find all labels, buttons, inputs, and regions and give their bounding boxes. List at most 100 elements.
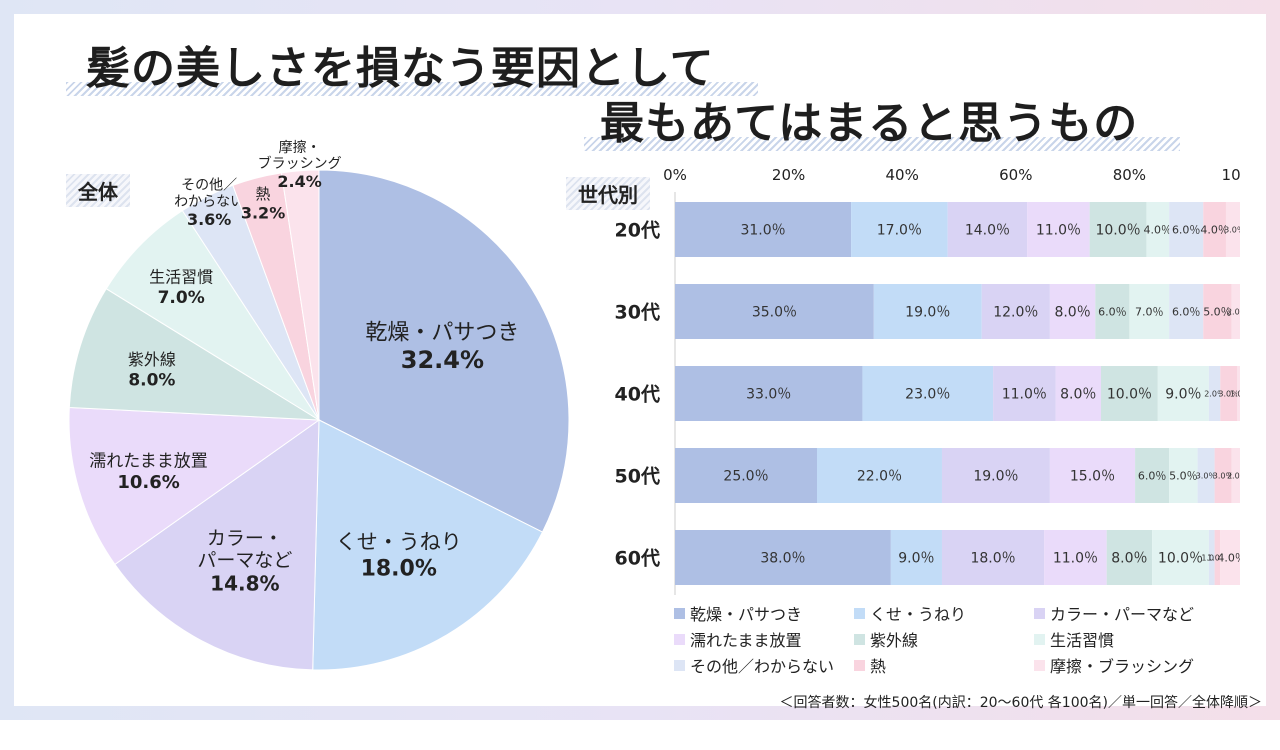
- legend-item-9: 摩擦・ブラッシング: [1034, 654, 1214, 676]
- bar-segment-r1-s1: [675, 202, 852, 257]
- category-label-2: 30代: [615, 302, 660, 324]
- bar-value-r4-s2: 22.0％: [857, 468, 902, 484]
- bar-value-r5-s5: 8.0％: [1111, 550, 1147, 566]
- bar-legend: 乾燥・パサつき くせ・うねり カラー・パーマなど 濡れたまま放置 紫外線 生活習慣 その他／…: [674, 602, 1214, 676]
- footnote: ＜回答者数：女性500名(内訳：20～60代 各100名)／単一回答／全体降順＞: [779, 695, 1262, 711]
- legend-label: 乾燥・パサつき: [690, 605, 803, 624]
- legend-swatch: [1034, 633, 1045, 645]
- legend-item-2: くせ・うねり: [854, 602, 1034, 624]
- legend-item-6: 生活習慣: [1034, 628, 1214, 650]
- bar-segment-r2-s7: [1169, 284, 1204, 339]
- bar-segment-r3-s8: [1220, 366, 1238, 421]
- legend-swatch: [1034, 607, 1045, 619]
- legend-label: カラー・パーマなど: [1050, 605, 1195, 624]
- bar-value-r2-s8: 5.0％: [1203, 305, 1232, 318]
- legend-label: 熱: [870, 657, 887, 676]
- bar-value-r1-s1: 31.0％: [740, 222, 785, 238]
- legend-label: その他／わからない: [690, 657, 835, 676]
- pie-section-label: 全体: [66, 174, 130, 207]
- bar-value-r5-s3: 18.0％: [970, 550, 1015, 566]
- bar-segment-r2-s9: [1231, 284, 1240, 339]
- bar-segment-r1-s3: [947, 202, 1028, 257]
- bar-segment-r5-s6: [1152, 530, 1209, 585]
- x-tick-3: 60%: [999, 166, 1032, 184]
- bar-value-r1-s2: 17.0％: [877, 222, 922, 238]
- page-title-line1: 髪の美しさを損なう要因として: [86, 43, 715, 94]
- category-label-5: 60代: [615, 548, 660, 570]
- bar-section-label: 世代別: [566, 177, 650, 210]
- bar-segment-r2-s6: [1129, 284, 1170, 339]
- bar-segment-r5-s4: [1044, 530, 1107, 585]
- bar-value-r3-s5: 10.0％: [1107, 386, 1152, 402]
- x-tick-4: 80%: [1113, 166, 1146, 184]
- stacked-bar-chart: 0% 20% 40% 60% 80% 100% 20代 31.0％ 17.0％ 14.0％ 11.0…: [615, 166, 1240, 595]
- pie-value-1: 32.4%: [401, 346, 484, 374]
- legend-label: 摩擦・ブラッシング: [1050, 657, 1195, 676]
- category-label-1: 20代: [615, 220, 660, 242]
- bar-value-r3-s1: 33.0％: [746, 386, 791, 402]
- bar-value-r2-s5: 6.0％: [1098, 305, 1127, 318]
- pie-slice-6: [105, 209, 320, 421]
- bar-value-r5-s8: 1.0％: [1207, 553, 1228, 562]
- pie-value-8: 3.2%: [241, 203, 285, 222]
- bar-value-r5-s2: 9.0％: [898, 550, 934, 566]
- legend-swatch: [854, 659, 865, 671]
- pie-label-3: カラー・パーマなど: [197, 528, 292, 572]
- pie-value-2: 18.0%: [361, 557, 437, 582]
- bar-segment-r1-s7: [1169, 202, 1204, 257]
- bar-value-r3-s9: 1.0％: [1230, 389, 1240, 398]
- bar-segment-r2-s2: [873, 284, 982, 339]
- pie-label-1: 乾燥・パサつき: [365, 320, 519, 345]
- pie-value-5: 8.0%: [128, 370, 175, 390]
- pie-value-3: 14.8%: [210, 571, 279, 595]
- pie-label-4: 濡れたまま放置: [89, 451, 208, 471]
- bar-value-r3-s6: 9.0％: [1165, 386, 1201, 402]
- legend-swatch: [1034, 659, 1045, 671]
- bar-segment-r4-s8: [1214, 448, 1232, 503]
- pie-slice-2: [312, 419, 544, 671]
- bar-value-r1-s7: 6.0％: [1172, 223, 1201, 236]
- title-underline-2: [584, 137, 1180, 151]
- bar-value-r2-s6: 7.0％: [1135, 305, 1164, 318]
- legend-label: 濡れたまま放置: [690, 631, 802, 650]
- bar-segment-r5-s7: [1208, 530, 1215, 585]
- pie-value-6: 7.0%: [158, 288, 205, 308]
- page-title-line2: 最もあてはまると思うもの: [600, 98, 1139, 149]
- bar-value-r5-s4: 11.0％: [1053, 550, 1098, 566]
- pie-slice-5: [68, 288, 320, 421]
- pie-value-4: 10.6%: [117, 472, 179, 493]
- bar-segment-r3-s6: [1157, 366, 1209, 421]
- x-tick-2: 40%: [886, 166, 919, 184]
- bar-value-r5-s1: 38.0％: [760, 550, 805, 566]
- bar-value-r1-s6: 4.0％: [1144, 223, 1173, 236]
- bar-value-r4-s5: 6.0％: [1138, 469, 1167, 482]
- pie-slice-4: [68, 406, 321, 566]
- bar-segment-r4-s2: [817, 448, 942, 503]
- bar-segment-r5-s8: [1214, 530, 1221, 585]
- pie-value-7: 3.6%: [187, 210, 231, 229]
- bar-segment-r5-s9: [1220, 530, 1240, 585]
- slide-frame: 髪の美しさを損なう要因として 最もあてはまると思うもの 全体 世代別 乾燥・パサ…: [0, 0, 1280, 720]
- bar-segment-r2-s1: [675, 284, 874, 339]
- bar-value-r5-s6: 10.0％: [1158, 550, 1203, 566]
- bar-value-r2-s1: 35.0％: [752, 304, 797, 320]
- bar-segment-r2-s4: [1049, 284, 1096, 339]
- bar-segment-r5-s1: [675, 530, 891, 585]
- legend-label: 生活習慣: [1050, 631, 1115, 650]
- bar-value-r2-s2: 19.0％: [905, 304, 950, 320]
- bar-segment-r5-s2: [890, 530, 942, 585]
- bar-value-r1-s5: 10.0％: [1095, 222, 1140, 238]
- bar-value-r2-s7: 6.0％: [1172, 305, 1201, 318]
- bar-value-r4-s4: 15.0％: [1070, 468, 1115, 484]
- pie-slice-1: [318, 169, 570, 533]
- bar-segment-r3-s4: [1055, 366, 1101, 421]
- bar-segment-r3-s5: [1101, 366, 1158, 421]
- bar-value-r2-s3: 12.0％: [993, 304, 1038, 320]
- bar-segment-r1-s9: [1225, 202, 1240, 257]
- bar-segment-r3-s3: [993, 366, 1056, 421]
- x-tick-0: 0%: [663, 166, 687, 184]
- bar-value-r2-s9: 2.0％: [1227, 307, 1240, 316]
- bar-segment-r3-s1: [675, 366, 863, 421]
- bar-value-r4-s1: 25.0％: [723, 468, 768, 484]
